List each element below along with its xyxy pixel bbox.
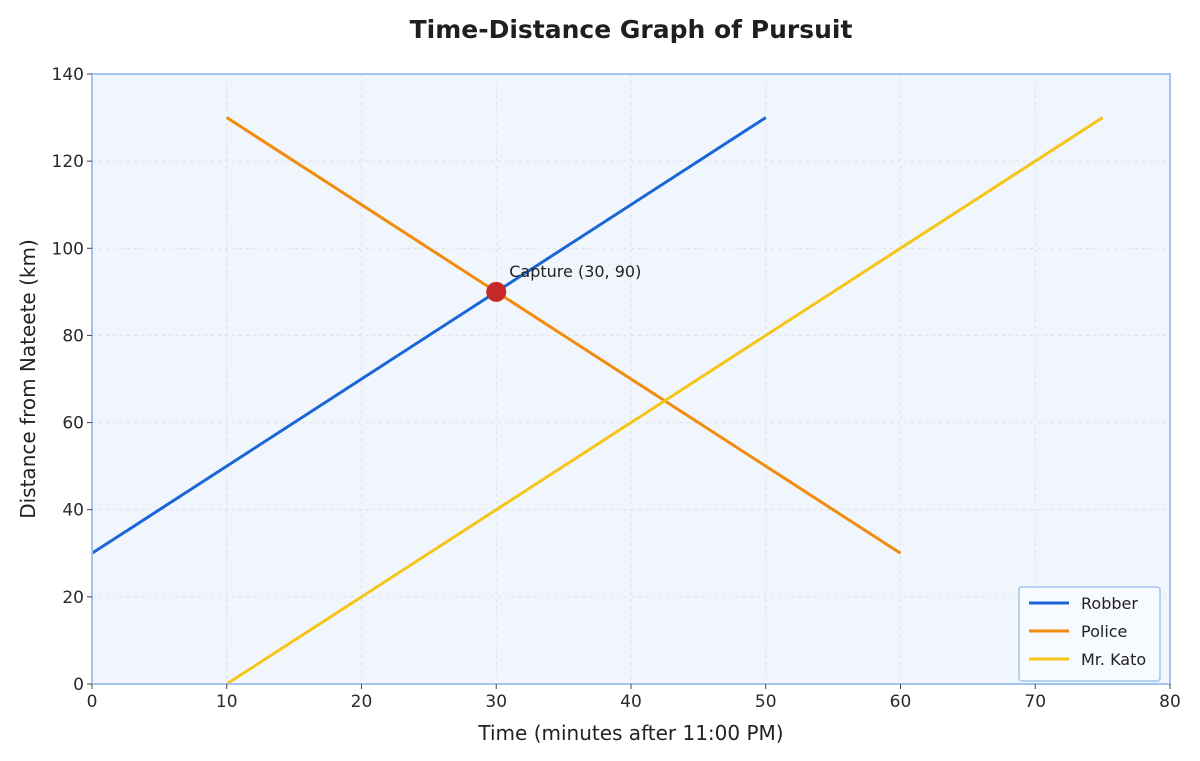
x-tick-label: 80 [1159,692,1181,712]
y-axis-ticks: 0 20 40 60 80 100 120 140 [52,65,92,695]
x-tick-label: 10 [216,692,238,712]
legend-label-mr-kato: Mr. Kato [1081,650,1146,669]
y-tick-label: 80 [62,326,84,346]
series-line-police [225,116,902,555]
chart-title: Time-Distance Graph of Pursuit [410,15,853,44]
y-tick-label: 60 [62,414,84,434]
x-tick-label: 40 [620,692,642,712]
y-tick-label: 120 [52,152,84,172]
x-tick-label: 70 [1024,692,1046,712]
legend: Robber Police Mr. Kato [1018,586,1161,682]
y-tick-label: 20 [62,588,84,608]
series-line-mr-kato [225,116,1104,686]
annotation-layer: Capture (30, 90) [486,262,641,302]
x-axis-ticks: 0 10 20 30 40 50 60 70 80 [87,684,1181,712]
x-tick-label: 60 [890,692,912,712]
y-axis-label: Distance from Nateete (km) [16,239,40,519]
y-tick-label: 40 [62,501,84,521]
y-tick-label: 140 [52,65,84,85]
series-line-robber [91,116,767,555]
y-tick-label: 100 [52,239,84,259]
x-tick-label: 20 [351,692,373,712]
legend-label-police: Police [1081,622,1127,641]
x-tick-label: 30 [485,692,507,712]
capture-annotation: Capture (30, 90) [509,262,641,281]
x-tick-label: 50 [755,692,777,712]
x-axis-label: Time (minutes after 11:00 PM) [477,721,783,745]
series-layer [91,116,1104,686]
y-tick-label: 0 [73,675,84,695]
legend-label-robber: Robber [1081,594,1138,613]
capture-point-marker [486,281,507,302]
x-tick-label: 0 [87,692,98,712]
